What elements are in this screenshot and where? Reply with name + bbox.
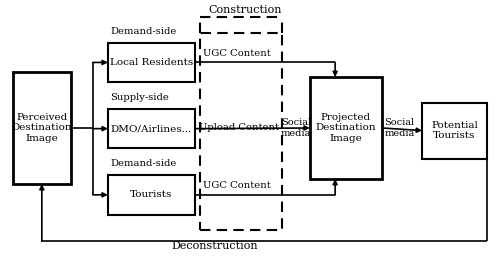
Text: UGC Content: UGC Content bbox=[202, 181, 270, 190]
Text: Deconstruction: Deconstruction bbox=[172, 241, 258, 251]
Text: Perceived
Destination
Image: Perceived Destination Image bbox=[12, 113, 72, 143]
Text: DMO/Airlines...: DMO/Airlines... bbox=[111, 124, 192, 133]
FancyBboxPatch shape bbox=[108, 175, 195, 215]
FancyBboxPatch shape bbox=[108, 109, 195, 148]
Text: Tourists: Tourists bbox=[130, 190, 172, 199]
FancyBboxPatch shape bbox=[108, 43, 195, 82]
Text: Construction: Construction bbox=[208, 5, 282, 15]
Text: Social
media: Social media bbox=[384, 118, 414, 138]
Text: Demand-side: Demand-side bbox=[110, 27, 177, 36]
FancyBboxPatch shape bbox=[13, 72, 70, 184]
Text: UGC Content: UGC Content bbox=[202, 49, 270, 58]
Text: Local Residents: Local Residents bbox=[110, 58, 193, 67]
Text: Demand-side: Demand-side bbox=[110, 159, 177, 168]
Text: Projected
Destination
Image: Projected Destination Image bbox=[316, 113, 376, 143]
Text: Social
media: Social media bbox=[280, 118, 311, 138]
Text: Supply-side: Supply-side bbox=[110, 93, 170, 102]
Text: Upload Content: Upload Content bbox=[199, 123, 279, 132]
Text: Potential
Tourists: Potential Tourists bbox=[431, 121, 478, 140]
FancyBboxPatch shape bbox=[422, 103, 487, 158]
FancyBboxPatch shape bbox=[310, 77, 382, 179]
